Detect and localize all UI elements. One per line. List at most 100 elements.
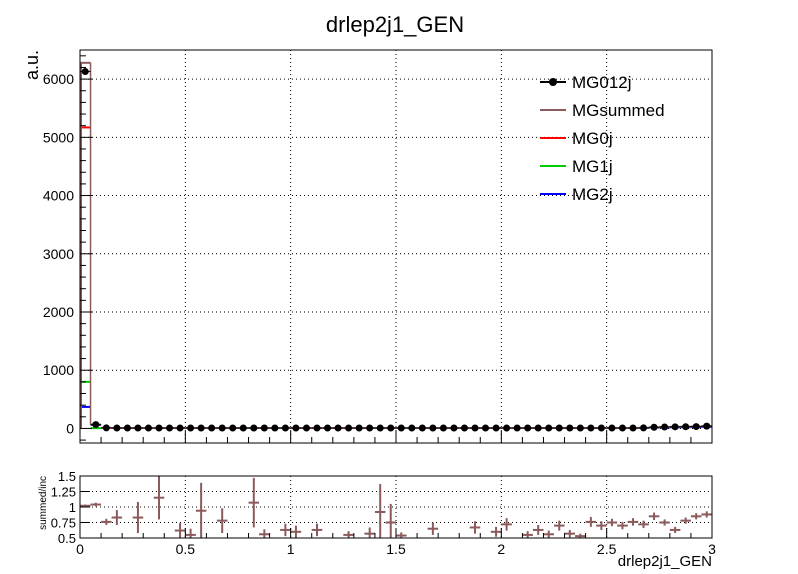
data-point <box>460 424 468 432</box>
ratio-point <box>396 532 407 538</box>
data-point <box>229 424 237 432</box>
legend-entry-mg1j: MG1j <box>540 157 613 176</box>
data-point <box>92 421 100 429</box>
data-point <box>250 424 258 432</box>
legend-label: MG2j <box>572 185 613 204</box>
ratio-point <box>554 520 565 531</box>
ratio-point <box>501 518 512 531</box>
y-tick-label: 1 <box>69 500 76 515</box>
ratio-point <box>385 503 396 538</box>
data-point <box>376 424 384 432</box>
main-ticks: 0 1000 2000 3000 4000 5000 6000 <box>43 55 713 443</box>
data-point <box>134 424 142 432</box>
ratio-point <box>132 502 144 534</box>
legend-entry-mg0j: MG0j <box>540 129 613 148</box>
ratio-point <box>259 529 270 538</box>
data-point <box>492 424 500 432</box>
main-plot: 0 1000 2000 3000 4000 5000 6000 a.u. MG012j MGs… <box>22 49 713 444</box>
chart-title: drlep2j1_GEN <box>326 12 464 37</box>
data-point <box>408 424 416 432</box>
data-point <box>271 424 279 432</box>
ratio-point <box>185 528 196 538</box>
data-point <box>534 424 542 432</box>
data-point <box>208 424 216 432</box>
ratio-point <box>575 533 586 538</box>
data-point <box>513 424 521 432</box>
y-tick-label: 2000 <box>43 304 74 320</box>
ratio-point <box>311 523 323 537</box>
x-tick-label: 0 <box>76 541 84 557</box>
ratio-point <box>690 513 702 520</box>
data-point <box>429 424 437 432</box>
x-tick-label: 2.5 <box>597 541 617 557</box>
data-point <box>418 424 426 432</box>
data-point <box>324 424 332 432</box>
ratio-point <box>532 524 544 535</box>
ratio-point <box>638 520 649 529</box>
ratio-point <box>343 531 354 538</box>
data-point <box>439 424 447 432</box>
y-tick-label: 0 <box>66 420 74 436</box>
data-point <box>113 424 121 432</box>
ratio-point <box>195 482 207 538</box>
ratio-point <box>101 518 112 525</box>
ratio-point <box>648 512 660 521</box>
data-point <box>81 68 89 76</box>
data-point <box>524 424 532 432</box>
data-point <box>187 424 195 432</box>
ratio-point <box>364 527 375 538</box>
data-point <box>397 424 405 432</box>
ratio-point <box>606 518 618 527</box>
ratio-point <box>280 523 291 537</box>
data-point <box>682 423 690 431</box>
main-series <box>80 61 712 432</box>
data-point <box>671 423 679 431</box>
legend-label: MGsummed <box>572 101 665 120</box>
x-tick-label: 1.5 <box>386 541 406 557</box>
ratio-y-axis-label: summed/inc <box>38 476 49 530</box>
data-point <box>503 424 511 432</box>
legend: MG012j MGsummed MG0j MG1j MG2j <box>540 73 665 204</box>
ratio-point <box>248 477 260 528</box>
data-point <box>313 424 321 432</box>
data-point <box>661 423 669 431</box>
data-point <box>482 424 490 432</box>
data-point <box>555 424 563 432</box>
ratio-point <box>111 510 123 525</box>
data-point <box>450 424 458 432</box>
data-point <box>597 424 605 432</box>
y-tick-label: 0.5 <box>58 531 76 546</box>
data-point <box>692 423 700 431</box>
ratio-point <box>374 484 386 538</box>
x-tick-label: 3 <box>708 541 716 557</box>
data-point <box>366 424 374 432</box>
ratio-point <box>216 508 228 534</box>
ratio-point <box>596 521 607 530</box>
ratio-point <box>680 517 691 524</box>
x-tick-label: 0.5 <box>176 541 196 557</box>
ratio-point <box>427 522 439 535</box>
data-point <box>608 424 616 432</box>
x-tick-label: 2 <box>497 541 505 557</box>
legend-label: MG0j <box>572 129 613 148</box>
ratio-point <box>669 526 681 534</box>
ratio-point <box>469 521 481 534</box>
ratio-point <box>585 516 597 527</box>
legend-marker <box>549 78 557 86</box>
y-tick-label: 1.5 <box>58 469 76 484</box>
legend-entry-mg012j: MG012j <box>540 73 632 92</box>
data-point <box>650 423 658 431</box>
data-point <box>334 424 342 432</box>
ratio-point <box>564 529 576 538</box>
data-point <box>345 424 353 432</box>
legend-label: MG1j <box>572 157 613 176</box>
x-tick-label: 1 <box>287 541 295 557</box>
ratio-point <box>617 521 628 530</box>
data-point <box>166 424 174 432</box>
data-point <box>260 424 268 432</box>
data-point <box>144 424 152 432</box>
data-point <box>176 424 184 432</box>
